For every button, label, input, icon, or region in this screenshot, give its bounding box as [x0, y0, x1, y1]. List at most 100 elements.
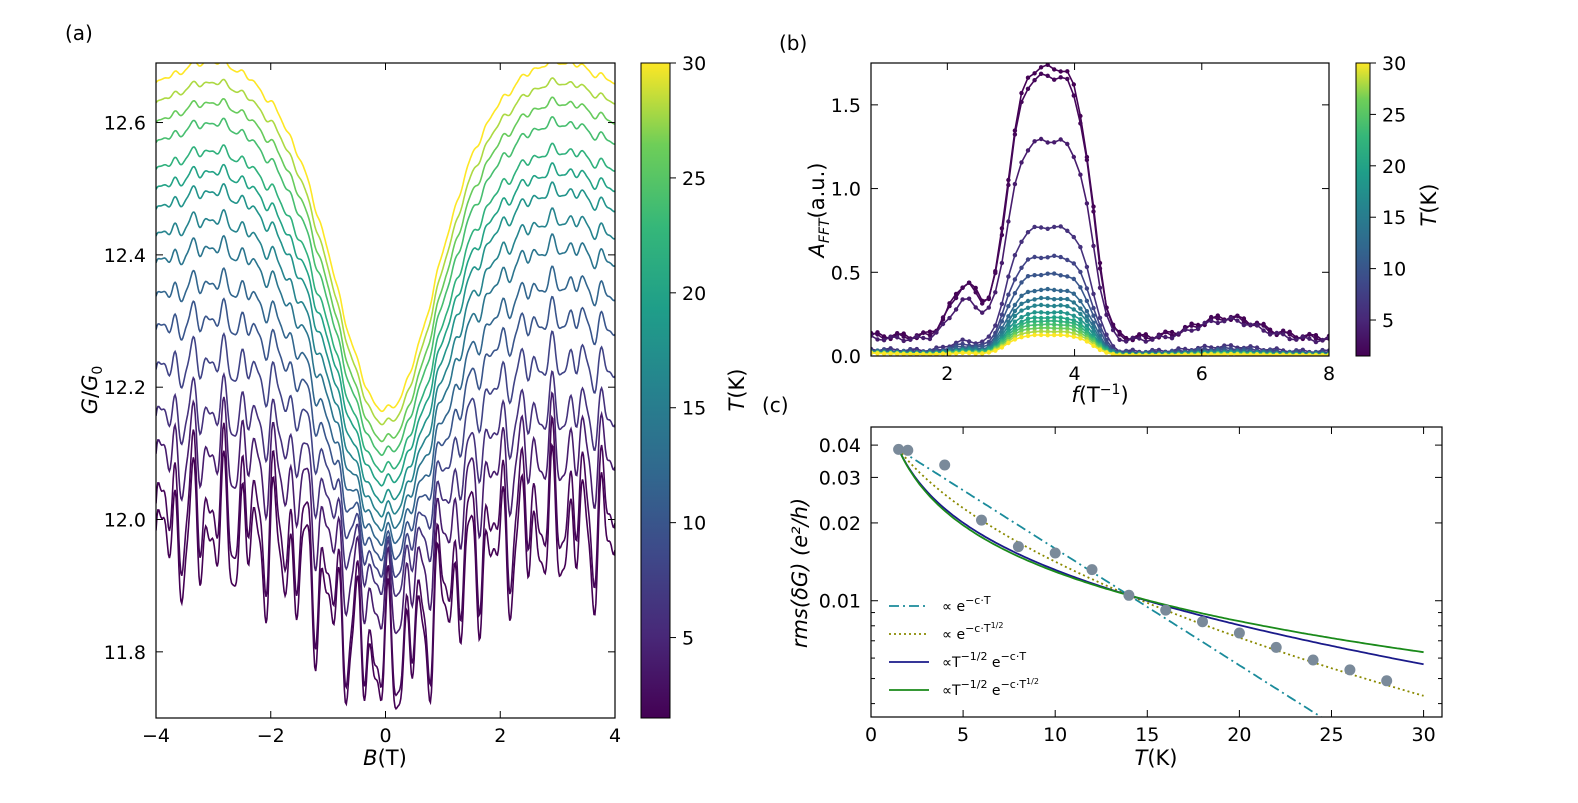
panel-b-point-T30: [1254, 352, 1260, 356]
panel-b-point-T2: [980, 301, 985, 306]
panel-b-point-T8: [1084, 286, 1090, 291]
panel-b-point-T30: [1169, 353, 1175, 356]
panel-b-point-T18: [1065, 311, 1070, 316]
panel-b-point-T30: [1241, 352, 1247, 356]
panel-b-point-T1.5: [1019, 90, 1024, 96]
panel-c-x-axis: 0 5 10 15 20 25 30: [865, 427, 1436, 746]
panel-a-curve-T14: [156, 233, 615, 532]
panel-b-point-T28: [1058, 329, 1063, 334]
panel-b-point-T30: [1058, 332, 1063, 338]
panel-b-point-T4: [1182, 327, 1188, 332]
panel-b-point-T6: [1025, 230, 1031, 235]
panel-b-point-T4: [980, 310, 985, 315]
panel-c-data-point: [1197, 616, 1208, 628]
panel-b-point-T18: [1025, 312, 1031, 317]
panel-b-point-T30: [895, 351, 900, 356]
panel-b-frame: [870, 62, 1330, 357]
panel-b-point-T30: [980, 351, 985, 356]
panel-b-point-T4: [927, 336, 933, 342]
panel-b-point-T16: [1052, 303, 1057, 309]
panel-b-point-T30: [960, 350, 965, 356]
panel-b-colorbar-ticks: 5 10 15 20 25 30: [1370, 53, 1406, 332]
panel-b-point-T8: [1045, 255, 1050, 260]
panel-b-point-T4: [1097, 285, 1103, 290]
panel-b-colorbar-tick-label: 5: [1382, 310, 1394, 332]
panel-b-point-T8: [999, 312, 1005, 317]
panel-b-point-T30: [1130, 352, 1135, 356]
panel-b-point-T8: [1012, 277, 1018, 282]
panel-b-point-T20: [1045, 315, 1050, 321]
panel-b-ytick-label: 0.5: [831, 262, 861, 284]
panel-b-point-T22: [1038, 319, 1044, 324]
panel-b-point-T1.5: [1045, 63, 1050, 67]
panel-b-point-T16: [1078, 311, 1083, 317]
legend-sup: −1/2: [961, 678, 988, 691]
panel-b-point-T30: [1052, 332, 1057, 338]
panel-c-data-point: [1049, 547, 1061, 559]
panel-b-colorbar-label: T(K): [1417, 184, 1441, 227]
panel-b-point-T30: [1110, 352, 1116, 356]
panel-c-ytick-label: 0.04: [819, 435, 861, 457]
panel-b-point-T30: [1228, 352, 1234, 356]
panel-b-point-T22: [1058, 319, 1063, 324]
panel-a-colorbar-tick-label: 15: [682, 398, 706, 420]
panel-b-point-T4: [1117, 337, 1122, 342]
panel-b-point-T4: [1176, 331, 1181, 336]
panel-b-curves: [871, 63, 1329, 356]
panel-b-point-T2: [1261, 323, 1266, 328]
panel-b-point-T30: [1176, 352, 1181, 356]
panel-b-point-T8: [1052, 253, 1057, 258]
panel-b-point-T2: [1163, 330, 1168, 335]
panel-b-point-T2: [1091, 209, 1096, 214]
panel-b-point-T12: [1052, 287, 1057, 293]
panel-b-point-T1.5: [901, 331, 906, 336]
panel-b-xtick-label: 8: [1323, 363, 1335, 385]
panel-b-point-T2: [921, 330, 926, 335]
panel-b-point-T4: [960, 297, 965, 302]
panel-b-point-T24: [1052, 322, 1057, 327]
panel-b-point-T30: [1189, 352, 1194, 356]
panel-c-data-point: [1233, 627, 1245, 639]
panel-a-curve-T24: [156, 116, 615, 457]
panel-b-point-T14: [1052, 297, 1057, 302]
panel-c-xtick-label: 30: [1411, 724, 1435, 746]
panel-b-point-T4: [1300, 334, 1306, 340]
panel-b-point-T20: [1038, 315, 1044, 321]
panel-b-point-T30: [1006, 340, 1011, 346]
panel-b-point-T14: [1019, 301, 1024, 306]
panel-b-point-T26: [1071, 327, 1077, 333]
panel-a-curve-T8: [156, 330, 615, 578]
panel-b-point-T2: [927, 333, 933, 338]
panel-b-point-T4: [1065, 141, 1070, 147]
panel-b-point-T4: [1261, 328, 1266, 333]
panel-b-point-T4: [914, 334, 919, 339]
panel-b-point-T28: [1019, 331, 1024, 337]
panel-b-point-T10: [1038, 272, 1044, 278]
panel-b-point-T4: [1281, 332, 1286, 337]
panel-b-point-T4: [1058, 137, 1063, 142]
panel-b-point-T10: [999, 319, 1005, 324]
panel-b-point-T30: [888, 351, 893, 356]
panel-b-x-axis: 2 4 6 8: [941, 63, 1335, 385]
panel-c-data-point: [1381, 675, 1393, 687]
panel-b-point-T4: [1078, 172, 1083, 177]
panel-b-point-T4: [881, 338, 887, 343]
panel-b-point-T16: [1038, 302, 1044, 308]
panel-b-point-T8: [1006, 292, 1011, 297]
panel-b-point-T8: [1058, 254, 1063, 260]
panel-b-point-T4: [1038, 136, 1044, 142]
panel-c-data-point: [1307, 654, 1319, 666]
panel-b-point-T6: [993, 323, 998, 328]
panel-b-point-T18: [1012, 319, 1018, 324]
panel-c-ylabel: rms(δG) (e²/h): [788, 498, 812, 648]
panel-a-curve-T28: [156, 77, 615, 426]
panel-b-point-T24: [1032, 322, 1037, 328]
panel-b-point-T4: [1137, 336, 1142, 341]
panel-b-point-T30: [986, 350, 991, 355]
panel-b-point-T14: [1038, 295, 1044, 301]
panel-b-point-T4: [888, 334, 893, 339]
panel-b-point-T2: [1235, 313, 1240, 318]
panel-b-point-T4: [1156, 333, 1162, 339]
panel-b-point-T30: [1222, 352, 1227, 356]
